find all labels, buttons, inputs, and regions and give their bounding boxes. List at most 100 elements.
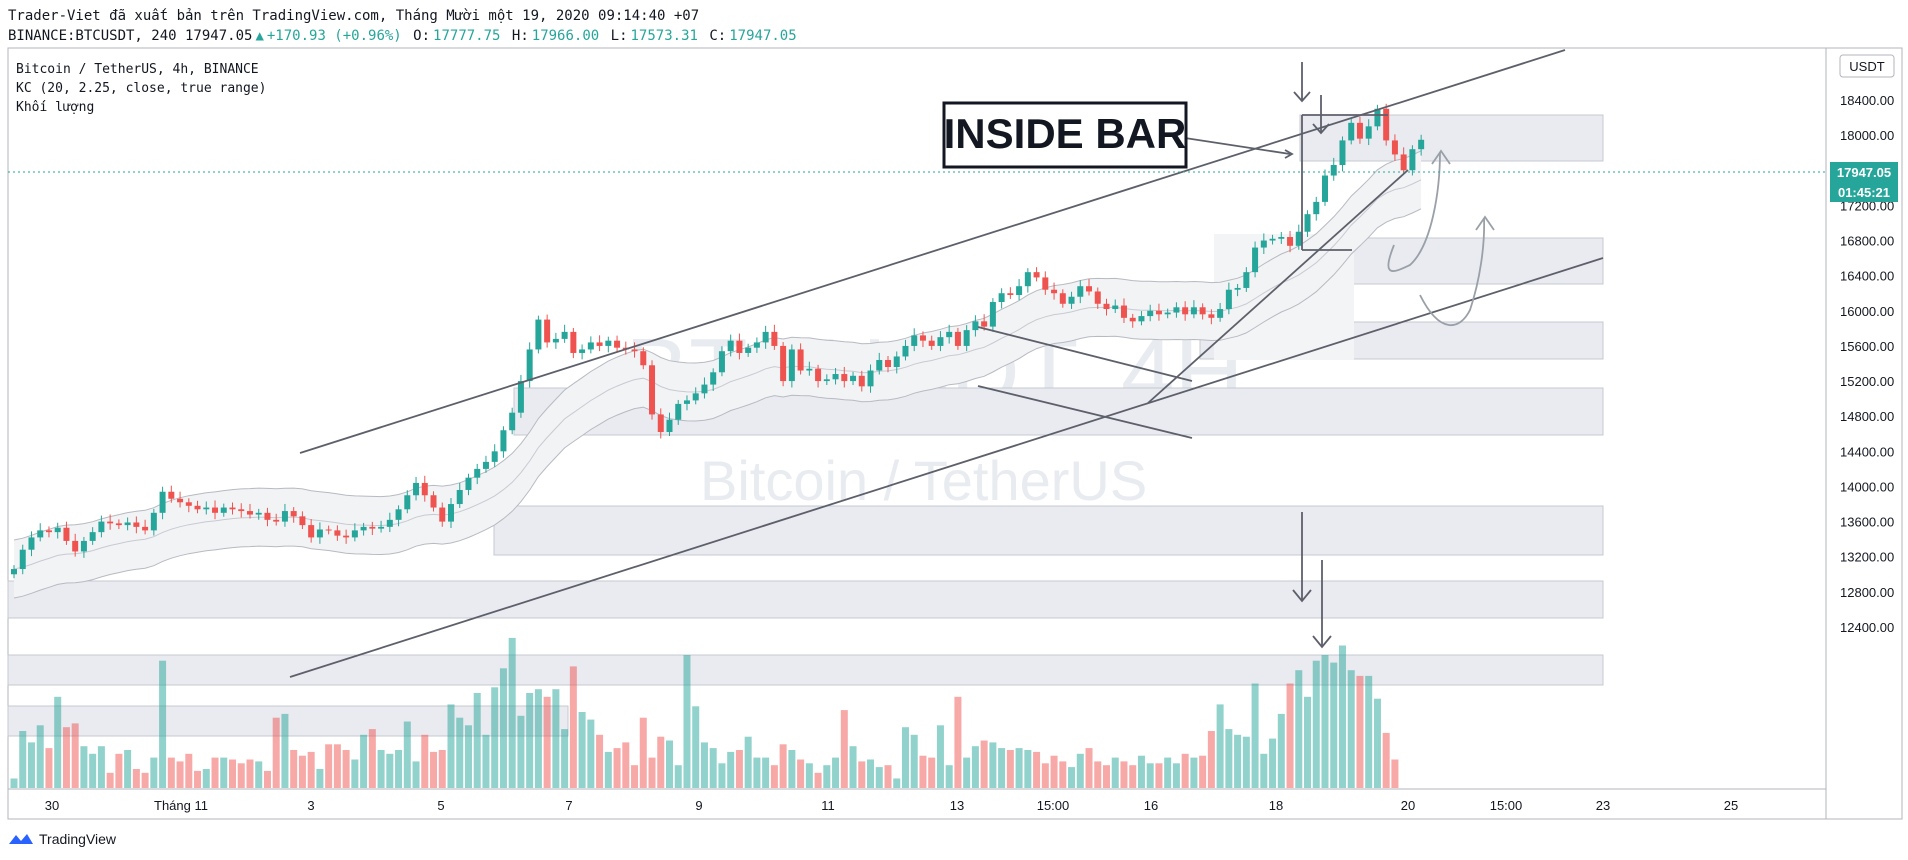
volume-bar [709, 748, 717, 788]
candle-body [1033, 272, 1040, 278]
volume-bar [936, 725, 944, 788]
volume-bar [1120, 761, 1128, 788]
candle-body [736, 340, 743, 353]
volume-bar [342, 750, 350, 788]
time-tick-label: 11 [821, 798, 835, 813]
volume-bar [1103, 765, 1110, 788]
volume-bar [211, 757, 219, 788]
candle-body [246, 511, 253, 515]
candle-body [1138, 316, 1145, 322]
volume-bar [229, 759, 236, 788]
volume-bar [464, 725, 472, 788]
time-tick-label: 23 [1596, 798, 1610, 813]
volume-bar [1234, 734, 1242, 788]
candle-body [89, 532, 96, 541]
annotation-pointer-line[interactable] [1184, 137, 1291, 155]
candle-body [115, 523, 122, 526]
volume-bar [1251, 683, 1259, 788]
candle-body [133, 522, 140, 527]
volume-bar [534, 689, 542, 788]
candle-body [37, 530, 44, 538]
candle-body [631, 349, 638, 352]
candle-body [972, 321, 979, 331]
volume-bar [430, 751, 438, 788]
projection-path-1[interactable] [1387, 151, 1441, 272]
volume-bar [1321, 655, 1329, 788]
candle-body [316, 529, 323, 538]
flag-upper-line[interactable] [977, 326, 1193, 382]
volume-bar [631, 765, 639, 788]
flag-lower-line[interactable] [977, 385, 1193, 439]
candle-body [325, 529, 332, 531]
volume-bar [735, 750, 743, 788]
candle-body [220, 507, 227, 513]
candle-body [1016, 286, 1023, 295]
volume-bar [901, 727, 909, 788]
volume-bar [674, 765, 682, 788]
candle-body [989, 302, 996, 327]
steep-trend-line[interactable] [1147, 169, 1409, 404]
candle-body [185, 502, 192, 506]
volume-bar [1059, 761, 1067, 788]
candle-body [1042, 277, 1049, 290]
volume-bar [744, 736, 752, 788]
candle-body [998, 293, 1005, 303]
volume-bar [1111, 757, 1119, 788]
candle-body [378, 526, 385, 529]
volume-bar [1225, 729, 1233, 788]
close-label: C: [709, 28, 727, 44]
volume-bar [666, 740, 673, 788]
volume-bar [1050, 755, 1058, 788]
currency-button[interactable] [1839, 54, 1895, 78]
projection-path-2[interactable] [1419, 217, 1486, 326]
price-axis[interactable]: 12400.00 12800.00 13200.00 13600.00 14000.00… [1840, 58, 1894, 635]
candle-body [413, 482, 420, 496]
candle-body [570, 331, 577, 353]
volume-bar [45, 748, 53, 788]
volume-bar [552, 689, 560, 788]
candle-body [815, 368, 822, 382]
candle-body [937, 337, 944, 346]
channel-lower-line[interactable] [289, 257, 1604, 678]
candle-body [797, 349, 804, 371]
chart-header: Trader-Viet đã xuất bản trên TradingView… [8, 6, 800, 46]
volume-bar [561, 729, 569, 788]
volume-bar [97, 746, 105, 788]
zone-14500[interactable] [493, 505, 1604, 556]
volume-bar [928, 757, 936, 788]
volume-bar [508, 637, 516, 788]
volume-bar [919, 755, 927, 788]
volume-bar [823, 765, 831, 788]
volume-bar [298, 755, 306, 788]
volume-bar [613, 748, 621, 788]
candle-body [448, 504, 454, 522]
price-tick-label: 18000.00 [1840, 128, 1894, 143]
volume-bar [657, 736, 665, 788]
volume-bar [220, 757, 228, 788]
zone-13250[interactable] [7, 654, 1604, 686]
candle-body [1068, 296, 1075, 304]
candle-body [614, 340, 621, 348]
candle-body [177, 498, 184, 503]
volume-bar [867, 759, 875, 788]
volume-bar [124, 750, 132, 788]
channel-upper-line[interactable] [299, 49, 1566, 454]
candle-body [954, 331, 961, 346]
candle-body [159, 491, 166, 513]
drawings-layer [289, 49, 1604, 678]
time-axis[interactable]: 30 Tháng 11 3 5 7 9 11 13 15:00 16 18 20 15:00 23 25 [45, 798, 1738, 813]
zone-13900[interactable] [7, 580, 1604, 619]
inside-bar-label-box[interactable] [942, 101, 1188, 169]
price-arrow-1-head [1293, 91, 1311, 103]
candle-body [1190, 307, 1197, 315]
candle-body [858, 375, 865, 387]
footer-brand[interactable]: TradingView [39, 831, 117, 847]
candle-body [1129, 317, 1136, 322]
volume-bar [945, 765, 953, 788]
current-price-tag[interactable] [1830, 162, 1898, 182]
candle-body [1252, 247, 1259, 273]
volume-bar [1015, 748, 1023, 788]
volume-bar [54, 696, 62, 788]
volume-bar [1155, 763, 1163, 788]
